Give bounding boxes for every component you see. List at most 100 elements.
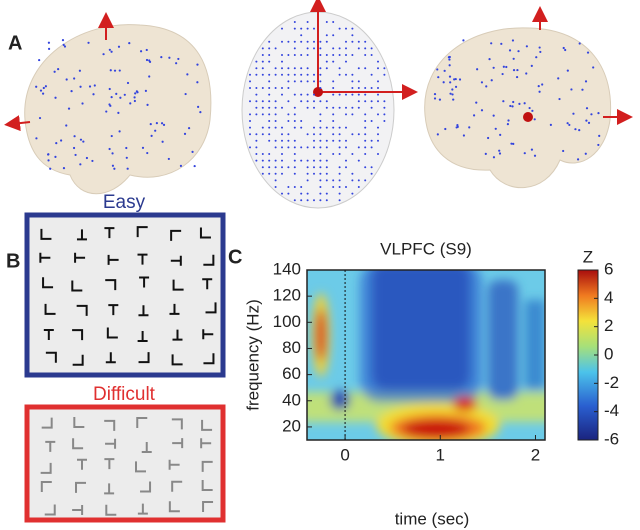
electrode <box>516 68 519 72</box>
stimulus-glyph <box>76 229 87 241</box>
electrode <box>530 148 534 151</box>
electrode <box>325 100 328 103</box>
electrode <box>531 109 534 112</box>
electrode <box>325 166 328 169</box>
electrode <box>538 90 541 93</box>
electrode <box>79 138 83 141</box>
electrode <box>79 85 82 88</box>
electrode <box>587 121 591 125</box>
electrode <box>268 166 271 169</box>
electrode <box>357 146 360 149</box>
stimulus-glyph <box>44 504 56 516</box>
electrode <box>338 106 341 109</box>
electrode <box>287 73 290 76</box>
electrode <box>351 93 354 96</box>
electrode <box>293 27 296 30</box>
electrode <box>313 166 315 169</box>
electrode <box>332 139 335 142</box>
electrode <box>160 56 163 59</box>
electrode <box>293 47 296 50</box>
electrode <box>255 159 258 162</box>
electrode <box>261 133 264 136</box>
electrode <box>38 58 41 62</box>
electrode <box>255 87 258 89</box>
electrode <box>249 100 251 103</box>
electrode <box>287 54 290 56</box>
stimulus-glyph <box>72 438 84 450</box>
electrode <box>293 186 296 188</box>
electrode <box>184 92 187 96</box>
electrode <box>351 172 354 175</box>
stimulus-glyph <box>203 353 215 365</box>
electrode <box>452 98 455 101</box>
electrode <box>306 67 309 70</box>
electrode <box>530 64 533 67</box>
electrode <box>268 60 271 63</box>
electrode <box>125 146 128 150</box>
electrode <box>281 172 283 175</box>
electrode <box>261 106 264 109</box>
stimulus-glyph <box>72 329 84 341</box>
electrode <box>512 100 515 104</box>
electrode <box>533 118 536 121</box>
electrode <box>364 120 367 122</box>
electrode <box>102 53 105 56</box>
electrode <box>268 80 271 83</box>
electrode <box>566 122 569 125</box>
electrode <box>338 146 341 149</box>
electrode <box>274 120 277 122</box>
electrode <box>338 47 341 50</box>
electrode <box>351 54 354 56</box>
electrode <box>377 133 379 136</box>
electrode <box>370 100 373 103</box>
colorbar-tick-label: -2 <box>604 373 619 392</box>
electrode <box>268 106 271 109</box>
electrode <box>456 123 459 127</box>
electrode <box>566 69 569 72</box>
electrode <box>287 100 290 103</box>
stimulus-glyph <box>42 277 54 289</box>
electrode <box>332 47 335 50</box>
stimulus-glyph <box>135 461 147 473</box>
electrode <box>597 143 600 147</box>
electrode <box>357 159 360 162</box>
electrode <box>155 121 158 125</box>
electrode <box>512 69 516 72</box>
electrode <box>523 152 526 155</box>
electrode <box>268 54 271 56</box>
electrode <box>319 120 322 122</box>
electrode <box>61 39 65 42</box>
electrode <box>91 159 94 163</box>
electrode <box>281 60 283 63</box>
electrode <box>287 120 290 122</box>
electrode <box>148 75 151 78</box>
electrode <box>293 93 296 96</box>
electrode <box>325 199 328 202</box>
electrode <box>370 139 373 142</box>
electrode <box>313 159 315 162</box>
electrode <box>570 88 573 91</box>
electrode <box>81 102 84 105</box>
electrode <box>274 87 277 89</box>
electrode <box>501 72 504 76</box>
electrode <box>293 159 296 162</box>
electrode <box>332 133 335 136</box>
electrode <box>47 159 50 162</box>
electrode <box>564 48 567 52</box>
stimulus-glyph <box>168 501 180 513</box>
electrode <box>255 67 258 70</box>
electrode <box>255 146 258 149</box>
electrode <box>268 139 271 142</box>
electrode <box>585 119 588 122</box>
electrode <box>105 110 108 113</box>
electrode <box>60 139 63 142</box>
electrode <box>364 166 367 169</box>
electrode <box>313 139 315 142</box>
electrode <box>525 72 528 75</box>
electrode <box>281 146 283 149</box>
stimulus-glyph <box>140 481 152 493</box>
electrode <box>338 186 341 188</box>
electrode <box>255 60 258 63</box>
electrode <box>319 133 322 136</box>
electrode <box>39 89 43 92</box>
